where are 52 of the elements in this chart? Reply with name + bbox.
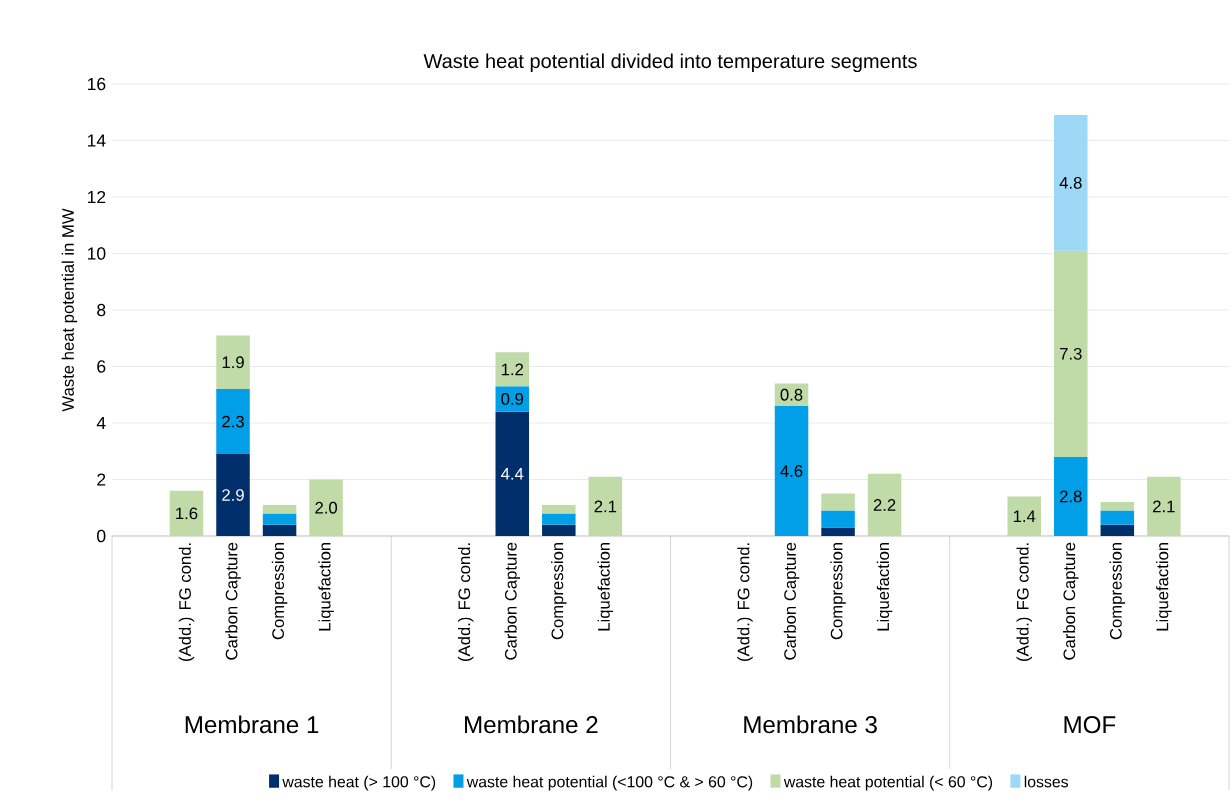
y-tick-label: 12	[87, 190, 106, 204]
y-tick-label: 8	[97, 303, 106, 317]
x-tick-label: (Add.) FG cond.	[457, 543, 474, 661]
x-tick-label: Carbon Capture	[783, 542, 800, 660]
chart-title: Waste heat potential divided into temperature segments	[423, 53, 917, 73]
x-tick-label: Compression	[1109, 542, 1126, 640]
data-label: 2.1	[1153, 500, 1175, 513]
x-tick-label: Compression	[830, 542, 846, 640]
data-label: 7.3	[1060, 347, 1082, 360]
x-tick-label: Carbon Capture	[225, 542, 241, 660]
data-label: 4.8	[1059, 176, 1082, 189]
data-label: 4.4	[501, 468, 524, 480]
x-tick-label: (Add.) FG cond.	[737, 543, 753, 661]
text: Membrane 3	[744, 715, 877, 734]
data-label: 2.8	[1060, 490, 1082, 503]
data-label: 2.0	[315, 501, 338, 514]
x-tick-label: (Add.) FG cond.	[178, 543, 195, 661]
y-tick-label: 4	[96, 416, 106, 430]
y-tick-label: 0	[97, 529, 106, 543]
text: MOF	[1064, 716, 1116, 734]
data-label: 2.1	[594, 500, 617, 513]
y-tick-label: 14	[87, 134, 106, 147]
y-tick-label: 2	[97, 473, 106, 486]
data-label: 2.3	[222, 415, 244, 428]
x-tick-label: Compression	[551, 542, 567, 640]
data-label: 0.8	[780, 388, 803, 401]
legend-label: waste heat potential (< 60 °C)	[783, 775, 993, 791]
x-tick-label: Liquefaction	[597, 542, 614, 631]
data-label: 1.2	[501, 363, 524, 376]
data-label: 1.4	[1013, 510, 1036, 522]
x-tick-label: Carbon Capture	[504, 542, 521, 660]
x-tick-label: (Add.) FG cond.	[1016, 543, 1032, 661]
y-tick-label: 6	[97, 360, 106, 373]
x-tick-label: Liquefaction	[1156, 542, 1172, 631]
x-tick-label: Compression	[271, 542, 288, 640]
text: Membrane 1	[185, 715, 319, 734]
text: Membrane 2	[465, 715, 598, 734]
data-label: 2.2	[873, 499, 896, 511]
data-label: 2.9	[222, 489, 244, 501]
data-label: 0.9	[501, 393, 524, 405]
x-tick-label: Carbon Capture	[1063, 542, 1079, 660]
data-label: 4.6	[780, 465, 803, 477]
legend-label: waste heat potential (<100 °C & > 60 °C)	[466, 775, 753, 791]
y-axis-title: Waste heat potential in MW	[61, 208, 78, 412]
y-tick-label: 10	[87, 247, 106, 260]
x-tick-label: Liquefaction	[876, 542, 893, 631]
y-tick-label: 16	[87, 77, 106, 91]
data-label: 1.9	[222, 356, 244, 369]
legend-label: losses	[1024, 775, 1069, 788]
x-tick-label: Liquefaction	[318, 542, 334, 631]
data-label: 1.6	[176, 507, 198, 520]
legend-label: waste heat (> 100 °C)	[282, 775, 436, 791]
